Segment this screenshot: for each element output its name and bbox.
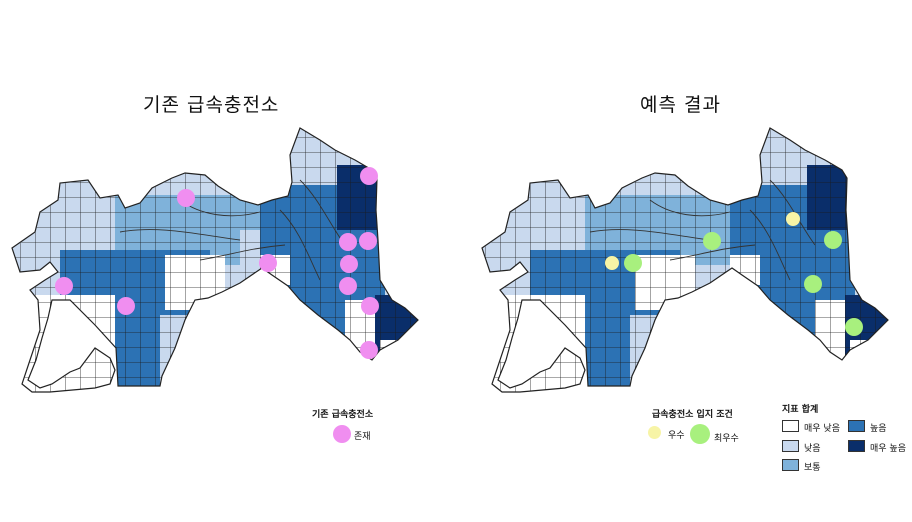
legend-swatch-very-high	[848, 440, 865, 452]
legend-swatch-very-low	[782, 420, 799, 432]
legend-conditions-title: 급속충전소 입지 조건	[652, 410, 733, 420]
legend-good-dot	[648, 426, 661, 439]
left-map-title: 기존 급속충전소	[143, 94, 280, 116]
legend-best-dot	[690, 424, 710, 444]
left-map-cells	[12, 128, 418, 392]
legend-label-very-low: 매우 낮음	[804, 424, 840, 434]
predicted-sites	[605, 212, 863, 336]
legend-swatch-high	[848, 420, 865, 432]
legend-swatch-low	[782, 440, 799, 452]
legend-existing-title: 기존 급속충전소	[312, 410, 374, 420]
legend-label-medium: 보통	[804, 463, 821, 473]
legend-existing-label: 존재	[354, 432, 371, 442]
legend-label-very-high: 매우 높음	[870, 444, 906, 454]
existing-stations	[55, 167, 379, 359]
legend-label-high: 높음	[870, 424, 887, 434]
right-map-title: 예측 결과	[640, 94, 721, 116]
legend-label-low: 낮음	[804, 444, 821, 454]
legend-existing-dot	[333, 425, 351, 443]
legend-good-label: 우수	[668, 431, 685, 441]
right-map-cells	[482, 128, 888, 392]
legend-best-label: 최우수	[714, 434, 739, 444]
legend-swatch-medium	[782, 459, 799, 471]
legend-index-title: 지표 합계	[782, 405, 819, 415]
